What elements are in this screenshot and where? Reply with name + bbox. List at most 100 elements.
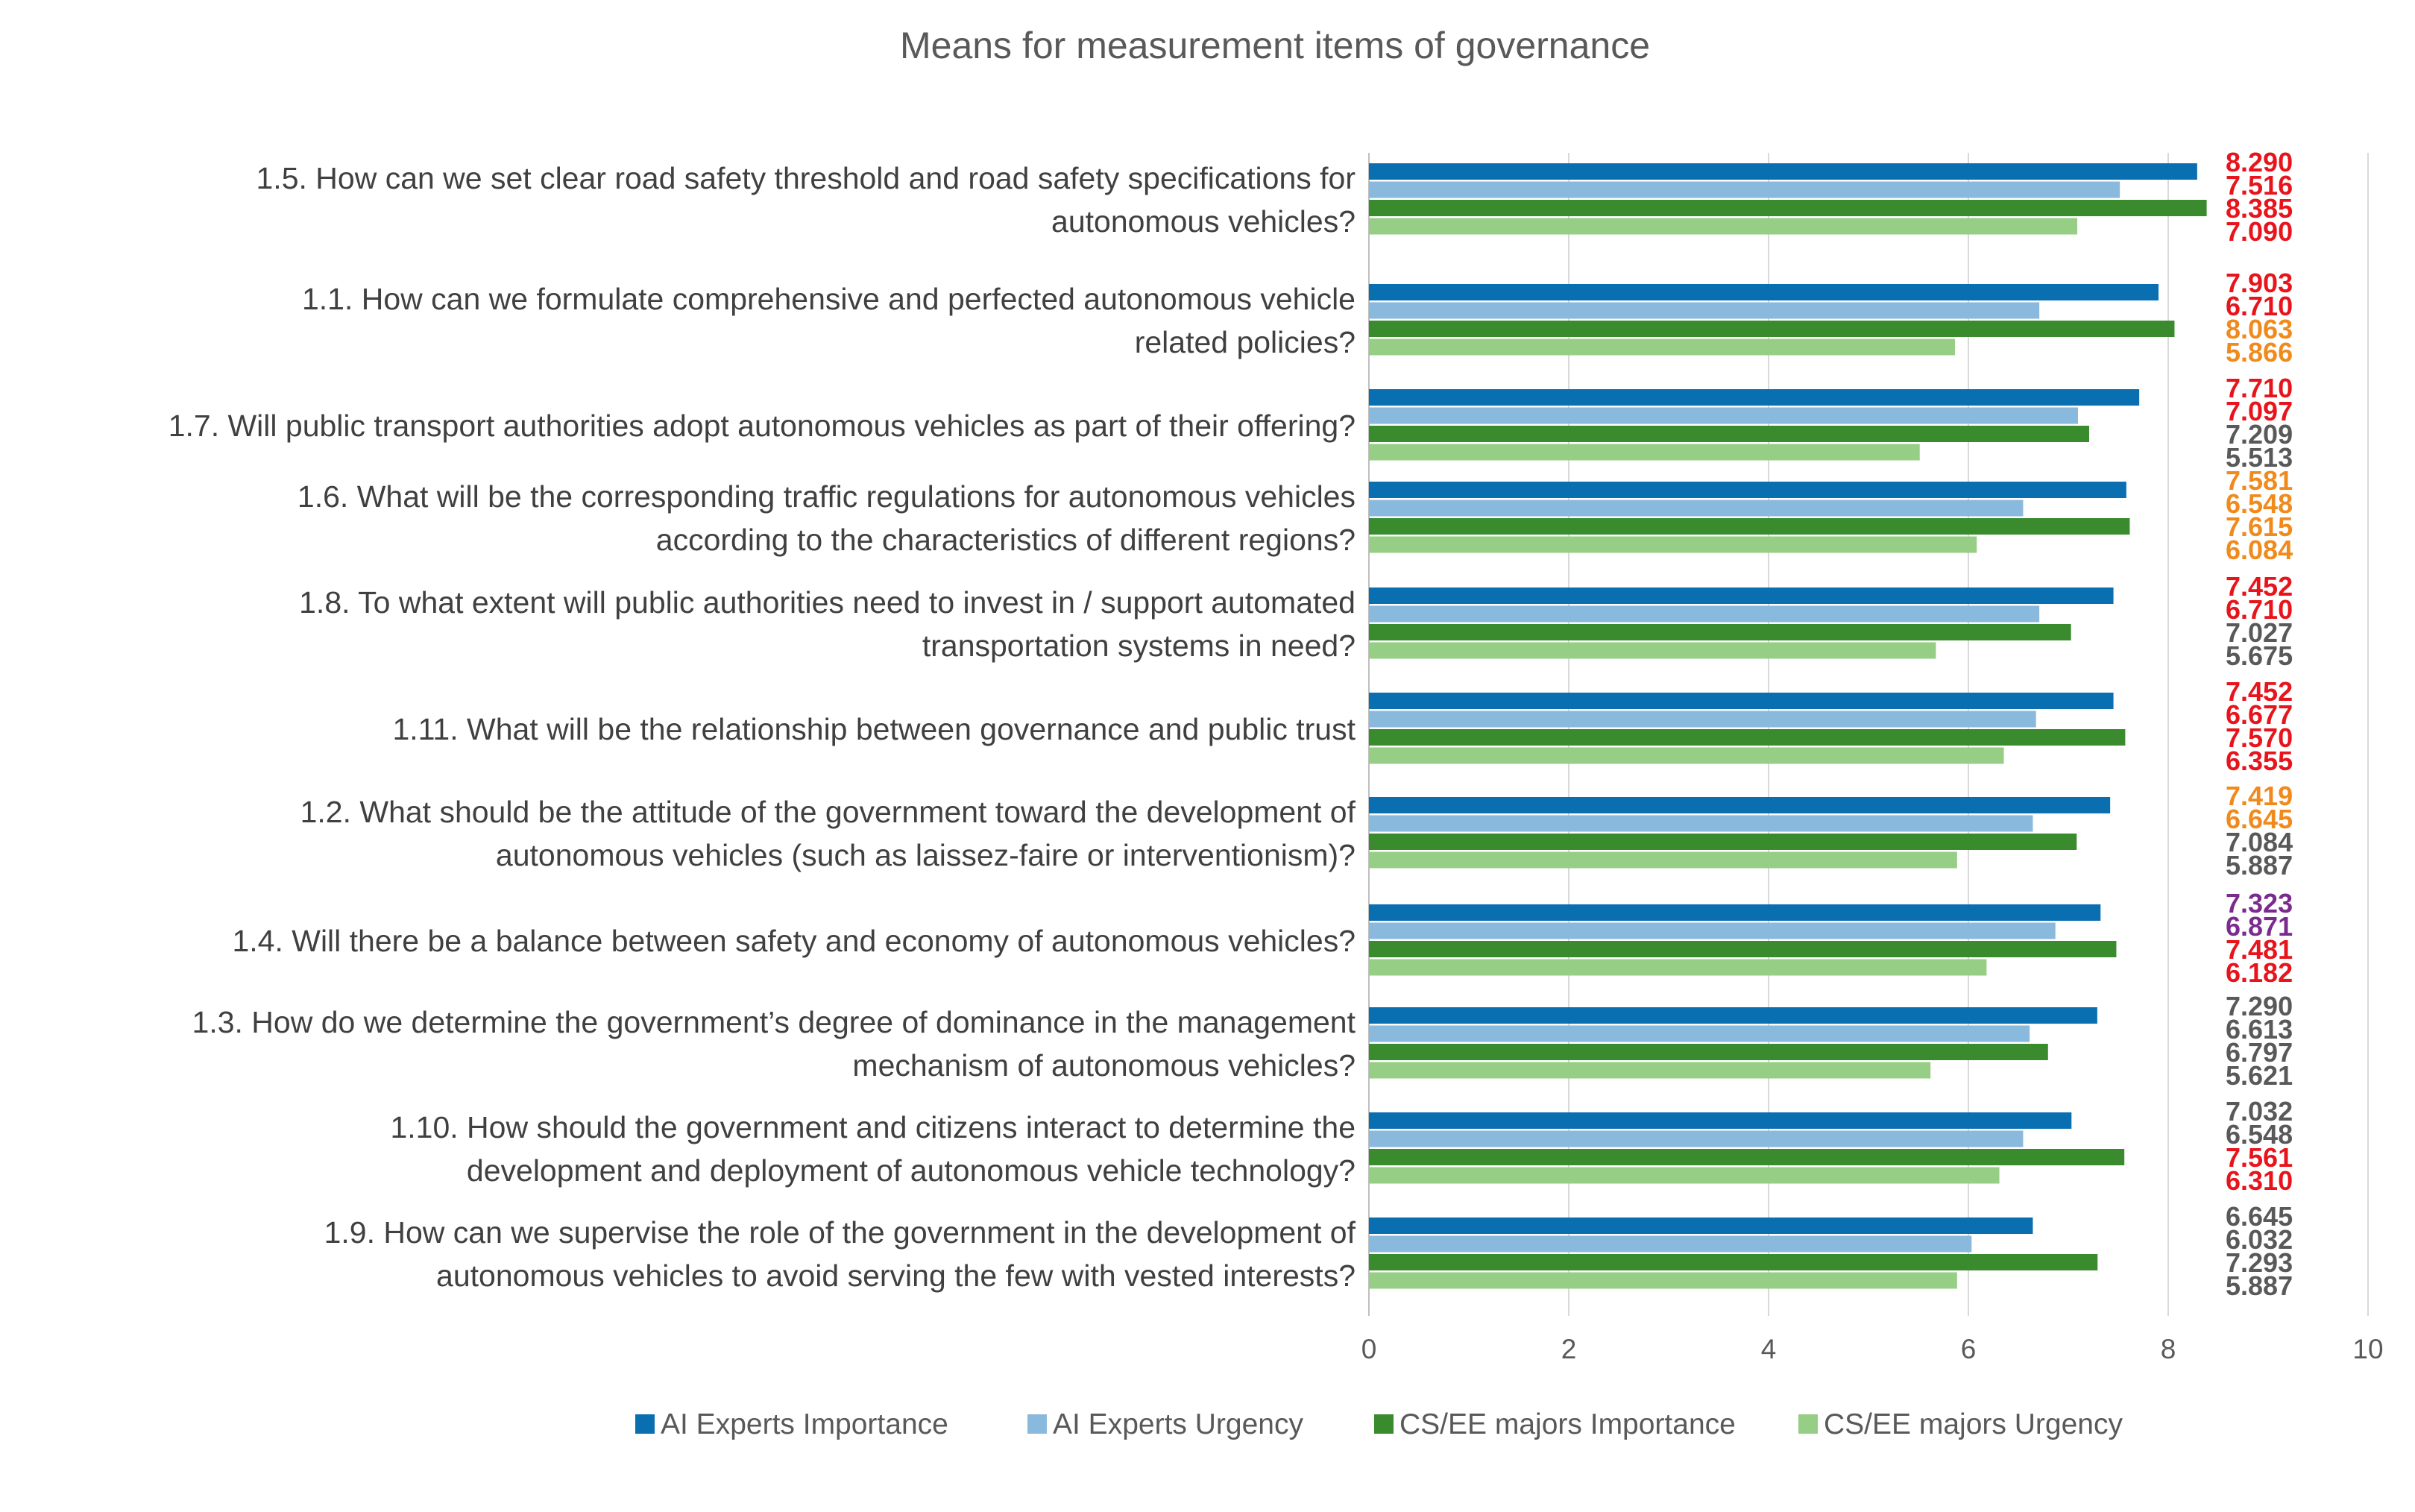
- category-label: mechanism of autonomous vehicles?: [852, 1048, 1356, 1083]
- legend-label: AI Experts Importance: [661, 1408, 948, 1440]
- data-label: 6.677: [2226, 699, 2293, 730]
- data-label: 6.182: [2226, 957, 2293, 988]
- bar: [1369, 1218, 2033, 1234]
- data-label: 7.581: [2226, 465, 2293, 496]
- category-label: 1.2. What should be the attitude of the …: [300, 795, 1356, 829]
- data-label: 6.613: [2226, 1014, 2293, 1045]
- bar: [1369, 693, 2114, 709]
- category-label: according to the characteristics of diff…: [656, 523, 1356, 557]
- category-label: autonomous vehicles?: [1051, 204, 1356, 239]
- data-label: 7.084: [2226, 827, 2293, 857]
- bar: [1369, 482, 2126, 498]
- category-label: development and deployment of autonomous…: [467, 1153, 1356, 1188]
- category-label: related policies?: [1135, 325, 1356, 359]
- data-label: 7.293: [2226, 1247, 2293, 1278]
- category-label: 1.10. How should the government and citi…: [390, 1110, 1356, 1144]
- data-label: 6.310: [2226, 1165, 2293, 1196]
- bar: [1369, 851, 1957, 869]
- bar: [1369, 1112, 2072, 1129]
- bar: [1369, 624, 2071, 640]
- legend-label: CS/EE majors Importance: [1399, 1408, 1736, 1440]
- data-label: 8.385: [2226, 193, 2293, 224]
- bar: [1369, 941, 2117, 957]
- data-label: 6.032: [2226, 1224, 2293, 1255]
- category-label: 1.1. How can we formulate comprehensive …: [302, 282, 1356, 316]
- data-label: 7.452: [2226, 676, 2293, 707]
- x-tick-label: 2: [1561, 1334, 1577, 1364]
- category-label: 1.7. Will public transport authorities a…: [169, 409, 1356, 443]
- data-label: 7.027: [2226, 617, 2293, 648]
- bar: [1369, 1167, 2000, 1184]
- data-label: 7.209: [2226, 419, 2293, 450]
- bar: [1369, 642, 1936, 659]
- data-label: 6.548: [2226, 1119, 2293, 1150]
- data-label: 7.452: [2226, 571, 2293, 602]
- bar: [1369, 500, 2024, 517]
- x-tick-label: 10: [2352, 1334, 2383, 1364]
- bar: [1369, 321, 2175, 337]
- data-label: 6.548: [2226, 488, 2293, 519]
- bar: [1369, 588, 2114, 604]
- bar: [1369, 338, 1956, 356]
- data-label: 7.323: [2226, 888, 2293, 919]
- category-label: 1.8. To what extent will public authorit…: [299, 585, 1356, 620]
- bar: [1369, 1044, 2048, 1060]
- data-label: 7.561: [2226, 1142, 2293, 1173]
- bar: [1369, 1235, 1972, 1253]
- data-label: 6.645: [2226, 804, 2293, 834]
- bar: [1369, 1062, 1931, 1079]
- data-label: 5.675: [2226, 640, 2293, 671]
- data-label: 5.866: [2226, 337, 2293, 368]
- bar: [1369, 1130, 2024, 1147]
- category-label: autonomous vehicles to avoid serving the…: [436, 1259, 1356, 1293]
- data-label: 6.355: [2226, 746, 2293, 776]
- data-label: 7.710: [2226, 373, 2293, 403]
- bar: [1369, 1272, 1957, 1289]
- category-label: 1.5. How can we set clear road safety th…: [256, 161, 1356, 195]
- data-label: 8.290: [2226, 147, 2293, 177]
- bar: [1369, 284, 2159, 300]
- bar: [1369, 518, 2130, 535]
- legend-label: AI Experts Urgency: [1053, 1408, 1303, 1440]
- data-label: 5.887: [2226, 850, 2293, 881]
- data-label: 7.516: [2226, 170, 2293, 201]
- category-label: 1.11. What will be the relationship betw…: [392, 712, 1356, 746]
- data-label: 6.871: [2226, 911, 2293, 942]
- data-label: 7.032: [2226, 1096, 2293, 1127]
- data-label: 7.290: [2226, 991, 2293, 1021]
- legend-swatch: [1798, 1414, 1818, 1434]
- data-label: 7.615: [2226, 511, 2293, 542]
- data-label: 6.084: [2226, 535, 2293, 565]
- data-label: 8.063: [2226, 314, 2293, 344]
- category-label: 1.3. How do we determine the government’…: [192, 1005, 1356, 1039]
- category-label: 1.9. How can we supervise the role of th…: [324, 1215, 1356, 1250]
- bar: [1369, 1025, 2030, 1042]
- data-label: 5.621: [2226, 1060, 2293, 1091]
- x-tick-label: 6: [1961, 1334, 1977, 1364]
- data-label: 6.710: [2226, 594, 2293, 625]
- bar: [1369, 834, 2077, 850]
- data-label: 6.797: [2226, 1037, 2293, 1068]
- x-tick-label: 0: [1361, 1334, 1377, 1364]
- legend-swatch: [1374, 1414, 1394, 1434]
- bar: [1369, 163, 2197, 180]
- bar: [1369, 797, 2111, 813]
- bar: [1369, 389, 2140, 406]
- bar: [1369, 200, 2207, 216]
- category-label: transportation systems in need?: [922, 629, 1356, 663]
- data-label: 6.645: [2226, 1201, 2293, 1232]
- bar: [1369, 1007, 2097, 1024]
- category-label: 1.6. What will be the corresponding traf…: [297, 479, 1356, 514]
- chart-title: Means for measurement items of governanc…: [899, 25, 1651, 66]
- data-label: 7.097: [2226, 396, 2293, 426]
- data-label: 7.090: [2226, 216, 2293, 247]
- bar: [1369, 904, 2101, 921]
- legend-label: CS/EE majors Urgency: [1824, 1408, 2123, 1440]
- x-tick-label: 4: [1761, 1334, 1777, 1364]
- bar: [1369, 747, 2004, 764]
- data-label: 6.710: [2226, 291, 2293, 321]
- bar: [1369, 302, 2040, 319]
- bar: [1369, 605, 2040, 623]
